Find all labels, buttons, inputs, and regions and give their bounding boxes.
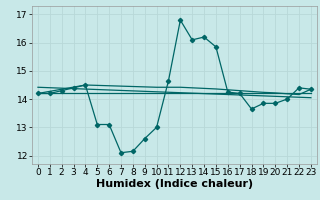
X-axis label: Humidex (Indice chaleur): Humidex (Indice chaleur): [96, 179, 253, 189]
